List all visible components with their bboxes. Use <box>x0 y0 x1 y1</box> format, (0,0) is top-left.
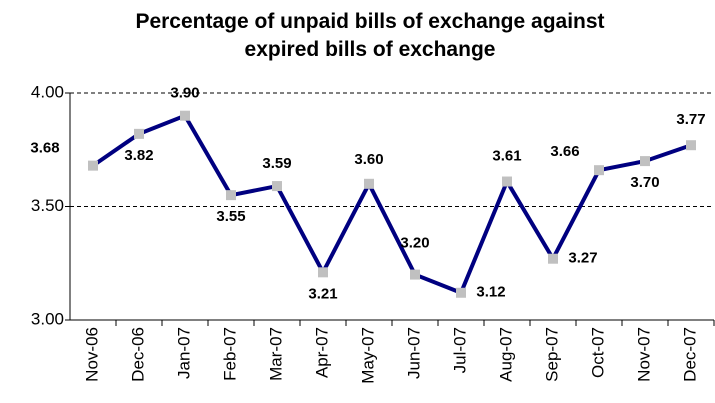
line-series <box>91 113 692 296</box>
marker <box>548 253 558 264</box>
data-label: 3.20 <box>400 235 429 252</box>
data-label: 3.60 <box>354 151 383 168</box>
x-tick-label: Jan-07 <box>174 327 193 379</box>
marker <box>502 176 512 187</box>
data-label: 3.27 <box>568 250 597 267</box>
data-label: 3.90 <box>170 85 199 102</box>
x-tick-label: Aug-07 <box>496 327 515 382</box>
marker <box>594 165 604 176</box>
chart-title: Percentage of unpaid bills of exchange a… <box>135 10 605 61</box>
data-label: 3.68 <box>30 140 59 157</box>
marker <box>180 110 190 121</box>
x-tick-label: Feb-07 <box>220 327 239 381</box>
x-tick-label: Sep-07 <box>542 327 561 382</box>
x-tick-label: Jun-07 <box>404 327 423 379</box>
data-label: 3.66 <box>550 143 579 160</box>
data-label: 3.61 <box>492 147 521 164</box>
y-tick-label: 3.00 <box>31 309 64 328</box>
data-label: 3.59 <box>262 155 291 172</box>
data-label: 3.55 <box>216 208 245 225</box>
marker <box>318 267 328 278</box>
marker <box>640 156 650 167</box>
marker <box>226 190 236 201</box>
marker <box>456 287 466 298</box>
x-tick-label: Jul-07 <box>450 327 469 373</box>
x-tick-label: Dec-06 <box>128 327 147 382</box>
data-label: 3.12 <box>476 284 505 301</box>
y-tick-label: 4.00 <box>31 82 64 101</box>
marker <box>272 181 282 192</box>
x-tick-label: Apr-07 <box>312 327 331 378</box>
marker <box>88 160 98 171</box>
x-tick-label: Dec-07 <box>680 327 699 382</box>
data-label: 3.70 <box>630 174 659 191</box>
x-tick-label: Mar-07 <box>266 327 285 381</box>
x-tick-label: Nov-06 <box>82 327 101 382</box>
y-tick-label: 3.50 <box>31 196 64 215</box>
data-label: 3.21 <box>308 285 337 302</box>
marker <box>134 128 144 139</box>
marker <box>686 140 696 151</box>
x-tick-label: May-07 <box>358 327 377 384</box>
marker <box>410 269 420 280</box>
marker <box>364 178 374 189</box>
x-tick-label: Nov-07 <box>634 327 653 382</box>
data-label: 3.82 <box>124 147 153 164</box>
x-tick-label: Oct-07 <box>588 327 607 378</box>
data-label: 3.77 <box>676 111 705 128</box>
